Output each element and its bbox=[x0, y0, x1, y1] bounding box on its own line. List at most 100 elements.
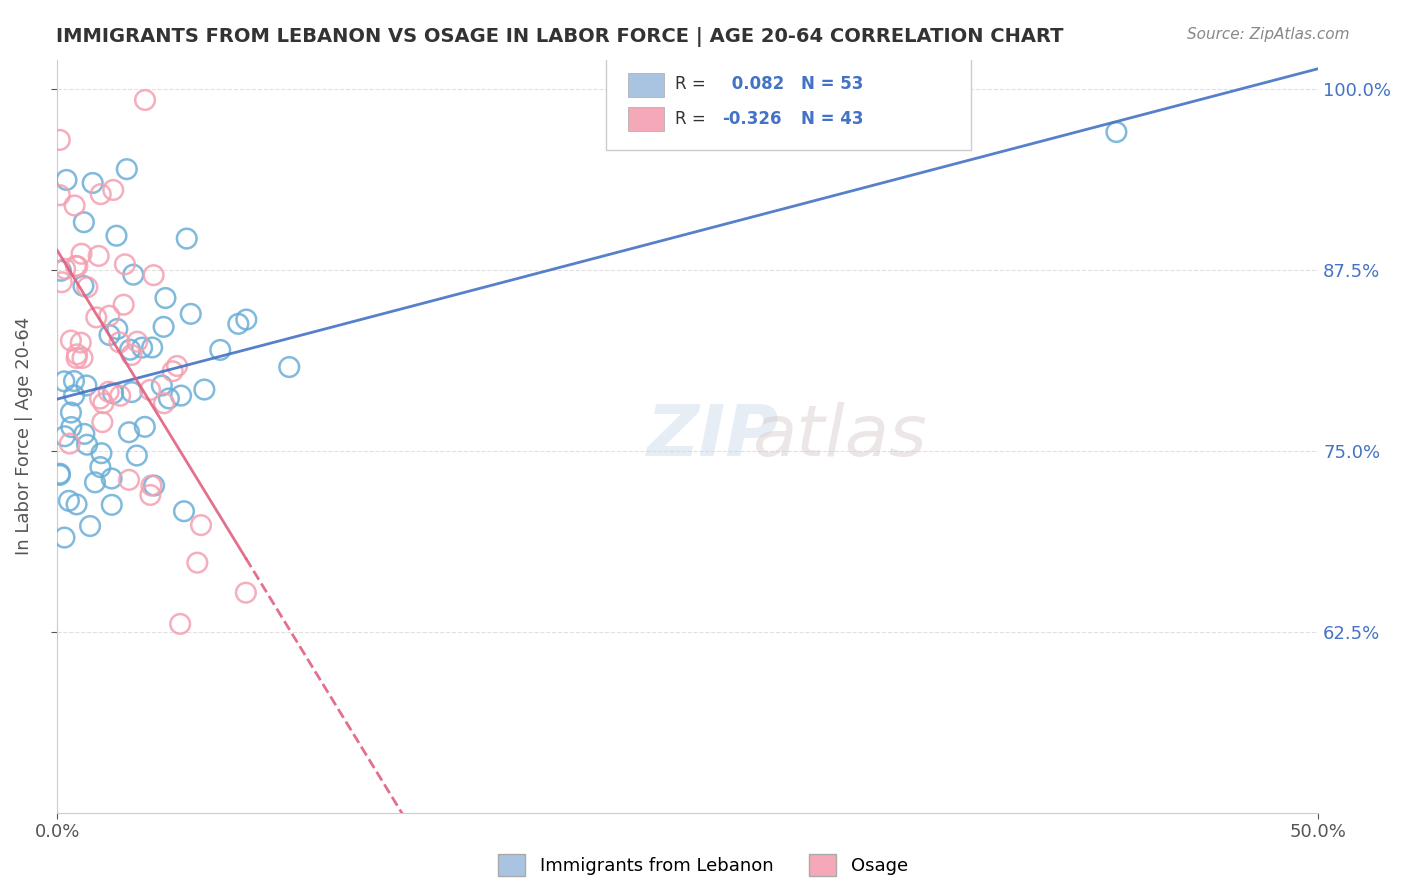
FancyBboxPatch shape bbox=[606, 56, 972, 150]
Point bbox=[53, 531, 76, 545]
Point bbox=[53, 261, 76, 276]
Point bbox=[115, 162, 138, 177]
Point bbox=[98, 309, 121, 323]
Text: R =: R = bbox=[675, 76, 711, 94]
Point bbox=[66, 260, 89, 274]
Point bbox=[1105, 125, 1128, 139]
Point bbox=[101, 386, 124, 401]
Point bbox=[173, 504, 195, 518]
Point bbox=[93, 396, 115, 410]
Point bbox=[76, 280, 98, 294]
Point bbox=[70, 246, 93, 260]
Point bbox=[105, 322, 128, 336]
Point bbox=[89, 460, 111, 475]
Point bbox=[180, 307, 202, 321]
Point bbox=[139, 488, 162, 502]
Point bbox=[82, 176, 104, 190]
Text: atlas: atlas bbox=[752, 401, 927, 471]
Point bbox=[155, 291, 177, 305]
Point bbox=[152, 319, 174, 334]
Point bbox=[97, 384, 120, 399]
Point bbox=[118, 425, 141, 440]
Point bbox=[89, 392, 111, 406]
Text: ZIP: ZIP bbox=[647, 401, 779, 471]
Point bbox=[134, 93, 156, 107]
Point bbox=[118, 473, 141, 487]
Point bbox=[63, 388, 86, 402]
Point bbox=[112, 298, 135, 312]
Point bbox=[278, 359, 301, 374]
Text: IMMIGRANTS FROM LEBANON VS OSAGE IN LABOR FORCE | AGE 20-64 CORRELATION CHART: IMMIGRANTS FROM LEBANON VS OSAGE IN LABO… bbox=[56, 27, 1064, 46]
Point bbox=[63, 374, 86, 388]
Point bbox=[90, 446, 112, 460]
Text: -0.326: -0.326 bbox=[721, 110, 782, 128]
Point bbox=[235, 585, 257, 599]
Point bbox=[49, 264, 72, 278]
Point bbox=[49, 467, 72, 481]
Point bbox=[186, 556, 208, 570]
Point bbox=[49, 133, 72, 147]
Point bbox=[108, 389, 131, 403]
Point bbox=[59, 436, 82, 450]
Point bbox=[166, 359, 188, 373]
Point bbox=[84, 310, 107, 325]
Point bbox=[134, 420, 156, 434]
Point bbox=[90, 187, 112, 202]
Point bbox=[59, 406, 82, 420]
Text: N = 53: N = 53 bbox=[801, 76, 863, 94]
Point bbox=[121, 348, 143, 362]
Point bbox=[120, 343, 142, 357]
Text: Source: ZipAtlas.com: Source: ZipAtlas.com bbox=[1187, 27, 1350, 42]
Point bbox=[193, 383, 215, 397]
Point bbox=[169, 616, 191, 631]
Point bbox=[65, 259, 87, 273]
Point bbox=[105, 228, 128, 243]
Point bbox=[141, 478, 163, 492]
Point bbox=[122, 268, 145, 282]
Point bbox=[72, 278, 94, 293]
Point bbox=[235, 312, 257, 326]
Point bbox=[139, 383, 162, 397]
Legend: Immigrants from Lebanon, Osage: Immigrants from Lebanon, Osage bbox=[491, 847, 915, 883]
Point bbox=[59, 334, 82, 348]
Point bbox=[87, 249, 110, 263]
Point bbox=[65, 497, 87, 511]
Point bbox=[114, 257, 136, 271]
Point bbox=[100, 498, 122, 512]
Point bbox=[66, 347, 89, 361]
Point bbox=[63, 198, 86, 212]
Point bbox=[84, 475, 107, 490]
Point bbox=[150, 378, 173, 392]
Point bbox=[53, 429, 76, 443]
Y-axis label: In Labor Force | Age 20-64: In Labor Force | Age 20-64 bbox=[15, 318, 32, 556]
Point bbox=[73, 426, 96, 441]
Point bbox=[49, 188, 72, 202]
Point bbox=[53, 374, 76, 388]
Point bbox=[100, 471, 122, 485]
Point bbox=[65, 351, 87, 365]
Point bbox=[209, 343, 232, 357]
Point bbox=[153, 396, 176, 410]
Point bbox=[143, 478, 166, 492]
Point bbox=[76, 438, 98, 452]
Point bbox=[121, 385, 143, 400]
Point bbox=[72, 351, 94, 365]
Point bbox=[170, 389, 193, 403]
Point bbox=[162, 364, 184, 378]
Point bbox=[49, 467, 72, 482]
Point bbox=[55, 173, 77, 187]
Point bbox=[157, 392, 180, 406]
Point bbox=[141, 341, 163, 355]
Point bbox=[125, 449, 148, 463]
Point bbox=[142, 268, 165, 282]
Point bbox=[69, 335, 91, 350]
Point bbox=[60, 420, 83, 434]
Point bbox=[51, 275, 73, 289]
Point bbox=[75, 378, 97, 392]
FancyBboxPatch shape bbox=[628, 73, 664, 97]
Point bbox=[73, 215, 96, 229]
Point bbox=[79, 519, 101, 533]
Point bbox=[108, 335, 131, 350]
FancyBboxPatch shape bbox=[628, 107, 664, 131]
Text: N = 43: N = 43 bbox=[801, 110, 863, 128]
